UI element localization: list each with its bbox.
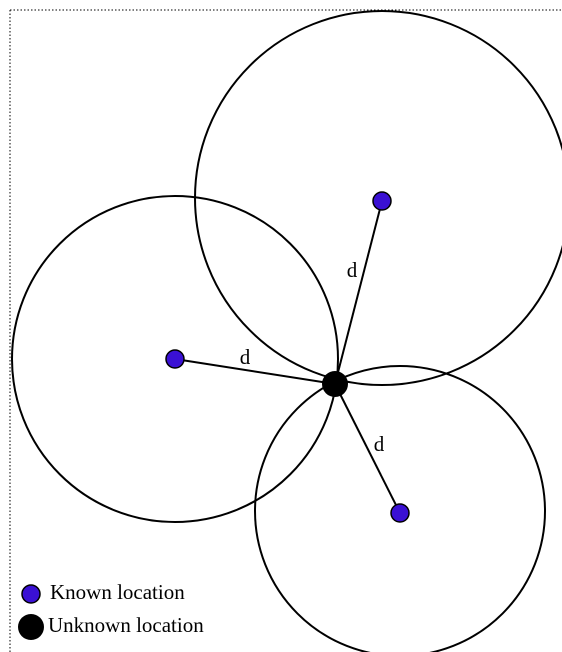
legend-unknown-swatch — [18, 614, 44, 640]
legend-label: Known location — [50, 580, 185, 604]
range-circle — [254, 365, 546, 652]
range-circle — [11, 195, 339, 523]
distance-line — [174, 358, 336, 385]
legend-label: Unknown location — [48, 613, 204, 637]
distance-line — [334, 383, 401, 514]
distance-label: d — [374, 432, 385, 456]
unknown-point — [322, 371, 348, 397]
known-point — [372, 191, 392, 211]
distance-label: d — [347, 258, 358, 282]
known-point — [390, 503, 410, 523]
distance-label: d — [240, 345, 251, 369]
distance-line — [334, 200, 383, 385]
known-point — [165, 349, 185, 369]
legend-known-swatch — [21, 584, 41, 604]
